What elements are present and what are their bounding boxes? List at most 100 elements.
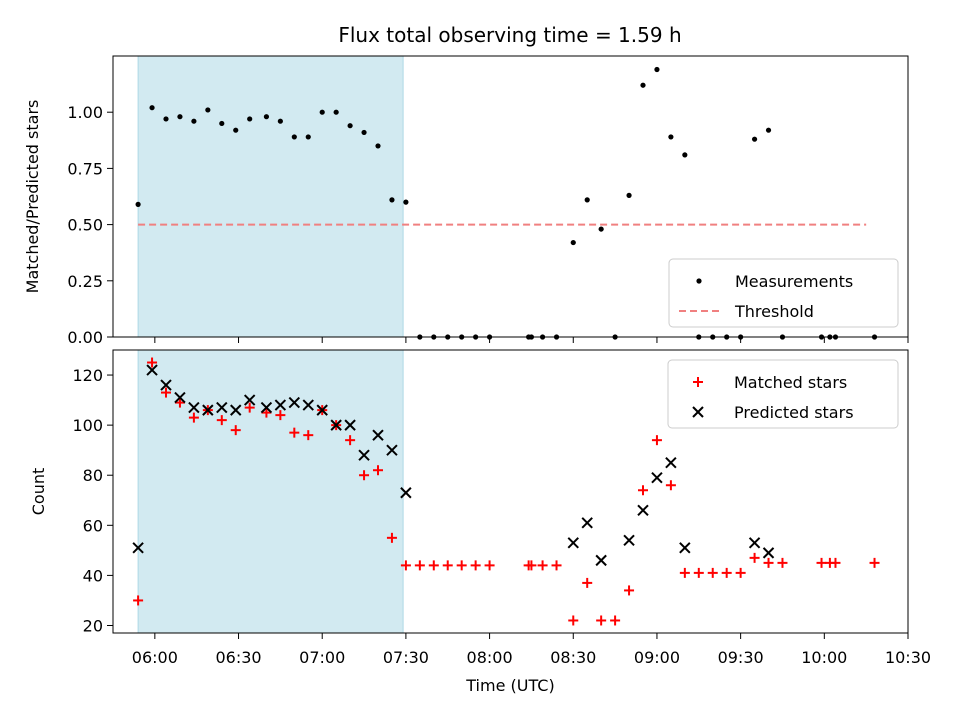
measurement-point: [205, 107, 211, 113]
matched-star-point: [484, 560, 495, 571]
legend-matched-marker: [693, 377, 703, 387]
bottom-x-ticks: 06:00 06:30 07:00 07:30 08:00 08:30 09:00 09:30…: [132, 633, 931, 667]
y-tick-label: 20: [83, 616, 103, 635]
matched-star-point: [816, 557, 827, 568]
measurement-point: [626, 192, 632, 198]
matched-star-point: [638, 485, 648, 496]
predicted-star-point: [288, 396, 301, 409]
measurement-point: [668, 134, 674, 140]
y-tick-label: 0.75: [67, 159, 103, 178]
predicted-star-point: [243, 394, 256, 406]
measurement-point: [654, 66, 660, 73]
matched-star-point: [133, 595, 144, 606]
matched-star-point: [244, 402, 255, 413]
matched-star-point: [147, 357, 158, 368]
y-tick-label: 0.50: [67, 216, 103, 235]
measurement-point: [163, 116, 169, 122]
measurement-point: [319, 109, 325, 115]
legend-label: Matched stars: [734, 373, 847, 392]
matched-star-point: [869, 557, 880, 568]
predicted-star-point: [132, 542, 144, 554]
top-axes-frame: [112, 55, 909, 338]
matched-star-point: [537, 560, 548, 571]
matched-star-point: [188, 412, 199, 423]
x-tick-label: 07:30: [383, 648, 429, 667]
predicted-star-point: [358, 449, 370, 461]
matched-star-point: [763, 557, 774, 568]
matched-star-point: [568, 615, 579, 626]
x-tick-label: 07:00: [299, 648, 345, 667]
top-y-axis-label: Matched/Predicted stars: [23, 100, 42, 294]
x-tick-label: 09:30: [718, 648, 764, 667]
predicted-star-point: [216, 401, 228, 414]
predicted-star-point: [316, 404, 328, 416]
predicted-star-point: [679, 542, 691, 554]
matched-star-point: [526, 560, 537, 571]
measurement-point: [598, 226, 604, 232]
measurement-point: [403, 199, 409, 205]
matched-star-point: [275, 410, 286, 421]
top-legend: Measurements Threshold: [668, 258, 899, 328]
bottom-axes-frame: [112, 349, 909, 634]
predicted-star-point: [160, 379, 172, 391]
x-tick-label: 09:00: [634, 648, 680, 667]
count-points: [132, 357, 880, 626]
predicted-star-point: [567, 537, 579, 549]
matched-star-point: [386, 532, 397, 543]
legend-label: Measurements: [735, 272, 853, 291]
matched-star-point: [400, 560, 411, 571]
top-shaded-interval: [137, 55, 404, 338]
matched-star-point: [749, 552, 760, 563]
legend-predicted-marker: [692, 406, 704, 418]
legend-measurement-marker: [696, 278, 702, 284]
matched-star-point: [679, 567, 690, 578]
predicted-star-point: [188, 401, 200, 414]
legend-label: Threshold: [734, 302, 814, 321]
predicted-star-point: [386, 444, 398, 456]
matched-star-point: [777, 557, 788, 568]
top-x-ticks: [154, 337, 909, 343]
predicted-star-point: [762, 547, 775, 559]
matched-star-point: [442, 560, 453, 571]
measurement-point: [375, 143, 381, 149]
predicted-star-point: [748, 537, 761, 549]
bottom-y-axis-label: Count: [29, 468, 48, 516]
measurement-point: [584, 197, 590, 203]
measurement-point: [177, 114, 183, 120]
measurement-point: [389, 197, 395, 203]
matched-star-point: [230, 425, 241, 436]
measurement-point: [765, 127, 772, 133]
matched-star-point: [707, 567, 718, 578]
legend-label: Predicted stars: [734, 403, 854, 422]
x-tick-label: 10:00: [801, 648, 847, 667]
measurement-point: [361, 129, 367, 136]
matched-star-point: [174, 397, 185, 408]
measurement-point: [135, 201, 141, 207]
count-panel: 20 40 60 80 100 120 06:00 06:30 07:00 07:30 08:00…: [29, 349, 931, 695]
matched-star-point: [161, 387, 171, 398]
top-y-ticks: 0.00 0.25 0.50 0.75 1.00: [67, 103, 113, 347]
matched-star-point: [624, 585, 635, 596]
x-tick-label: 08:30: [550, 648, 596, 667]
bottom-y-ticks: 20 40 60 80 100 120: [72, 366, 113, 635]
predicted-star-point: [260, 401, 273, 414]
bottom-legend: Matched stars Predicted stars: [667, 359, 899, 429]
y-tick-label: 0.00: [67, 328, 103, 347]
y-tick-label: 100: [72, 416, 103, 435]
predicted-star-point: [595, 554, 607, 567]
matched-star-point: [414, 560, 425, 571]
bottom-shaded-interval: [137, 349, 404, 634]
measurement-point: [333, 109, 339, 115]
matched-star-point: [470, 560, 481, 571]
x-tick-label: 06:00: [132, 648, 178, 667]
chart-title: Flux total observing time = 1.59 h: [338, 23, 681, 47]
measurement-point: [149, 105, 155, 111]
predicted-star-point: [274, 399, 287, 411]
matched-star-point: [596, 615, 607, 626]
measurement-point: [219, 120, 225, 127]
matched-star-point: [359, 470, 370, 481]
y-tick-label: 60: [83, 516, 103, 535]
predicted-star-point: [372, 429, 384, 441]
matched-star-point: [456, 560, 467, 571]
matched-star-point: [551, 560, 562, 571]
